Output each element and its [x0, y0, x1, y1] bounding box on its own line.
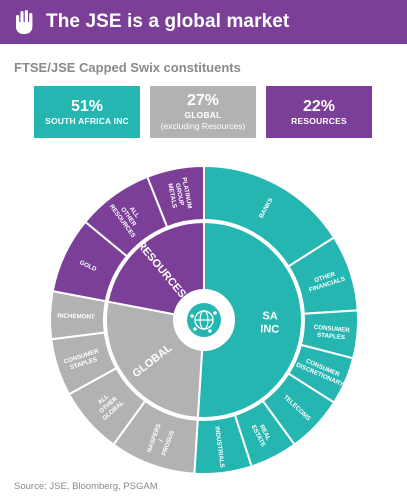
segment-resources-platinum-group-metals — [146, 164, 205, 229]
label-global-richemont: RICHEMONT — [57, 313, 95, 321]
resources-summary-box: 22% RESOURCES — [266, 86, 372, 138]
header-bar: The JSE is a global market — [0, 0, 407, 44]
segment-global — [105, 300, 204, 419]
center-hub — [175, 291, 233, 349]
resources-percent: 22% — [302, 97, 336, 115]
hand-icon — [10, 7, 38, 37]
segment-sa-inc — [196, 220, 303, 419]
globe-icon — [187, 303, 221, 337]
resources-label: RESOURCES — [291, 115, 347, 126]
page-title: The JSE is a global market — [46, 11, 290, 32]
global-sublabel: (excluding Resources) — [160, 121, 246, 131]
sa-inc-label: SOUTH AFRICA INC — [45, 115, 129, 126]
label-sa-inc: SAINC — [260, 310, 280, 336]
source-note: Source: JSE, Bloomberg, PSGAM — [14, 481, 158, 492]
sa-inc-percent: 51% — [70, 97, 104, 115]
sa-inc-summary-box: 51% SOUTH AFRICA INC — [34, 86, 140, 138]
label-sa-inc-consumer-staples: CONSUMERSTAPLES — [313, 324, 351, 342]
global-summary-box: 27% GLOBAL (excluding Resources) — [150, 86, 256, 138]
chart-subtitle: FTSE/JSE Capped Swix constituents — [14, 60, 241, 75]
segment-resources — [106, 220, 205, 316]
global-percent: 27% — [186, 92, 220, 109]
global-label: GLOBAL — [184, 110, 222, 120]
